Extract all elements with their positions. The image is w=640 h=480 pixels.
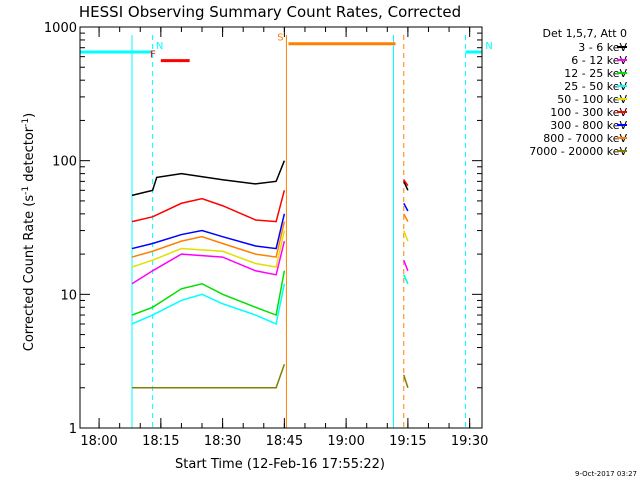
series-line <box>403 202 409 212</box>
legend-label: 25 - 50 keV <box>564 80 627 93</box>
x-tick-label: 19:30 <box>451 434 488 449</box>
x-tick-label: 19:15 <box>389 434 426 449</box>
series-line <box>403 179 409 187</box>
annotation-label-flare: F <box>150 50 156 61</box>
x-axis-label: Start Time (12-Feb-16 17:55:22) <box>175 457 385 472</box>
series-line <box>131 213 286 250</box>
series-line <box>131 160 286 197</box>
legend-label: 3 - 6 keV <box>578 41 627 54</box>
timestamp: 9-Oct-2017 03:27 <box>575 470 637 478</box>
series-line <box>403 274 409 285</box>
annotation-label-night: N <box>156 41 163 52</box>
series-line <box>403 213 409 222</box>
legend-label: 800 - 7000 keV <box>543 132 627 145</box>
series-line <box>131 240 286 285</box>
legend-title: Det 1,5,7, Att 0 <box>543 27 627 40</box>
series-line <box>131 283 286 326</box>
y-axis-label-close: ) <box>22 113 37 118</box>
legend-label: 100 - 300 keV <box>550 106 627 119</box>
series-line <box>131 221 286 258</box>
chart-title: HESSI Observing Summary Count Rates, Cor… <box>79 3 461 21</box>
series-line <box>403 181 409 191</box>
annotation-label-saa: S <box>277 33 283 44</box>
x-tick-label: 18:30 <box>204 434 241 449</box>
series-line <box>131 190 286 223</box>
legend-label: 12 - 25 keV <box>564 67 627 80</box>
legend-label: 7000 - 20000 keV <box>529 145 627 158</box>
series-line <box>131 270 286 317</box>
y-axis-label-sup-2: -1 <box>21 118 31 127</box>
x-tick-label: 18:15 <box>142 434 179 449</box>
series-line <box>403 230 409 242</box>
series-line <box>403 374 409 388</box>
annotation-label-night: N <box>485 41 492 52</box>
legend-label: 300 - 800 keV <box>550 119 627 132</box>
y-tick-label: 10 <box>60 288 77 303</box>
plot-frame <box>79 26 483 429</box>
y-axis-label-sup-1: -1 <box>21 186 31 195</box>
y-tick-label: 1 <box>69 422 77 437</box>
x-tick-label: 18:45 <box>266 434 303 449</box>
series-line <box>131 230 286 268</box>
y-axis-label: Corrected Count Rate (s-1 detector-1) <box>21 113 37 351</box>
series-line <box>132 363 286 389</box>
legend-label: 6 - 12 keV <box>571 54 627 67</box>
x-tick-label: 18:00 <box>80 434 117 449</box>
x-tick-label: 19:00 <box>327 434 364 449</box>
y-tick-label: 100 <box>52 155 77 170</box>
legend-label: 50 - 100 keV <box>557 93 627 106</box>
y-tick-label: 1000 <box>44 21 77 36</box>
series-line <box>403 259 409 272</box>
y-axis-label-mid: detector <box>22 126 37 186</box>
